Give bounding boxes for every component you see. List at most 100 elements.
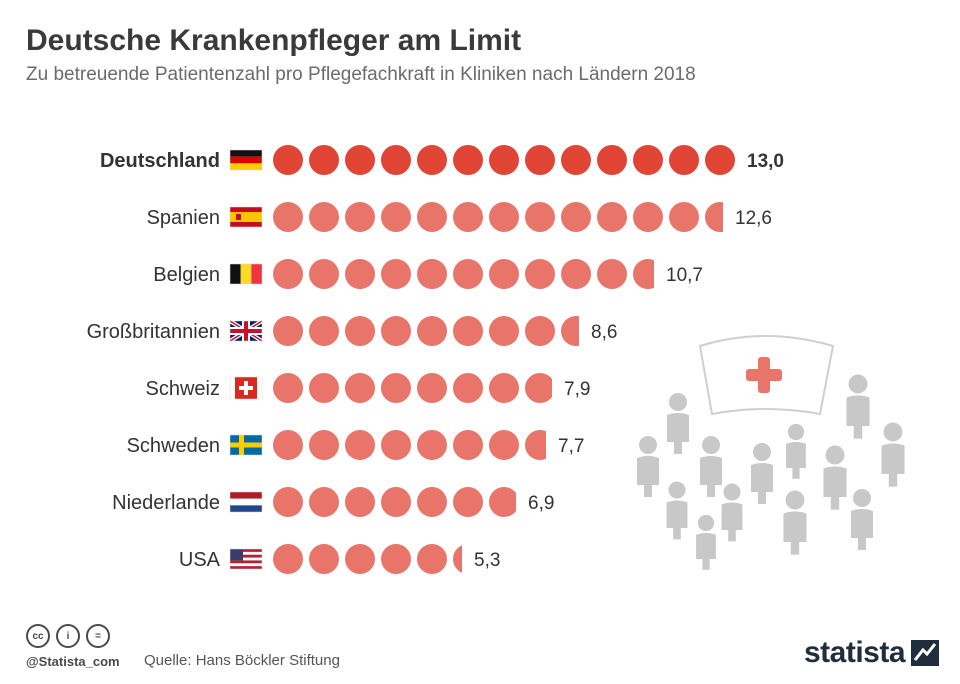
chart-title: Deutsche Krankenpfleger am Limit — [26, 24, 522, 57]
value-dot — [489, 202, 519, 232]
value-dot — [489, 316, 519, 346]
flag-spain-icon — [229, 206, 263, 228]
value-label: 5,3 — [474, 550, 500, 571]
category-label: Spanien — [147, 207, 220, 229]
chart-subtitle: Zu betreuende Patientenzahl pro Pflegefa… — [26, 64, 696, 85]
value-dot — [273, 373, 303, 403]
person-icon — [851, 489, 873, 550]
partial-value-dot — [705, 202, 723, 232]
value-dot — [669, 202, 699, 232]
chart-row: Deutschland 13,0 — [100, 145, 784, 175]
partial-value-dot — [525, 373, 552, 403]
person-icon — [783, 490, 807, 555]
value-dot — [309, 373, 339, 403]
value-dot — [345, 487, 375, 517]
value-dot — [669, 145, 699, 175]
chart-row: USA 5,3 — [179, 544, 500, 574]
person-icon — [696, 514, 716, 570]
value-dot — [273, 487, 303, 517]
value-dot — [381, 259, 411, 289]
value-dot — [381, 202, 411, 232]
nd-icon[interactable]: = — [86, 624, 110, 648]
value-dot — [597, 202, 627, 232]
value-dot — [309, 487, 339, 517]
source-note: Quelle: Hans Böckler Stiftung — [144, 652, 340, 669]
by-icon[interactable]: i — [56, 624, 80, 648]
value-dot — [633, 202, 663, 232]
logo-text: statista — [804, 636, 906, 669]
person-icon — [786, 423, 806, 479]
value-label: 8,6 — [591, 322, 617, 343]
category-label: Deutschland — [100, 150, 220, 172]
value-dot — [633, 145, 663, 175]
person-icon — [881, 422, 905, 487]
value-dot — [345, 145, 375, 175]
value-dot — [561, 259, 591, 289]
value-dot — [417, 544, 447, 574]
value-dot — [525, 145, 555, 175]
license-icons: cc i = — [26, 624, 110, 648]
value-dot — [453, 430, 483, 460]
value-dot — [525, 202, 555, 232]
value-dot — [705, 145, 735, 175]
value-dot — [489, 259, 519, 289]
value-dot — [453, 202, 483, 232]
flag-sweden-icon — [229, 434, 263, 456]
value-dot — [489, 430, 519, 460]
value-dot — [309, 202, 339, 232]
value-dot — [273, 202, 303, 232]
value-dot — [309, 145, 339, 175]
dot-bar-chart: Deutschland 13,0 Spanien 12,6 Belgien 10,7 Gro… — [87, 145, 905, 574]
value-dot — [453, 373, 483, 403]
partial-value-dot — [633, 259, 654, 289]
value-dot — [273, 316, 303, 346]
category-label: Großbritannien — [87, 321, 220, 343]
category-label: USA — [179, 549, 221, 571]
category-label: Niederlande — [112, 492, 220, 514]
value-dot — [309, 259, 339, 289]
chart-row: Belgien 10,7 — [153, 259, 703, 289]
value-dot — [417, 373, 447, 403]
chart-row: Schweiz 7,9 — [146, 373, 590, 403]
category-label: Schweden — [127, 435, 220, 457]
value-dot — [309, 430, 339, 460]
value-dot — [597, 145, 627, 175]
partial-value-dot — [489, 487, 516, 517]
value-label: 13,0 — [747, 151, 784, 172]
partial-value-dot — [525, 430, 546, 460]
value-dot — [453, 259, 483, 289]
value-dot — [417, 487, 447, 517]
value-label: 10,7 — [666, 265, 703, 286]
logo-mark-icon — [911, 640, 940, 666]
value-dot — [345, 373, 375, 403]
value-dot — [453, 145, 483, 175]
person-icon — [667, 393, 689, 454]
flag-germany-icon — [229, 149, 263, 171]
chart-row: Großbritannien 8,6 — [87, 316, 617, 346]
value-dot — [417, 259, 447, 289]
value-dot — [345, 316, 375, 346]
value-dot — [309, 544, 339, 574]
value-dot — [453, 487, 483, 517]
person-icon — [751, 443, 773, 504]
value-dot — [561, 145, 591, 175]
person-icon — [846, 374, 870, 439]
value-dot — [345, 259, 375, 289]
value-dot — [273, 544, 303, 574]
nurse-with-patients-icon — [637, 335, 905, 570]
value-dot — [417, 145, 447, 175]
value-dot — [381, 316, 411, 346]
value-label: 7,7 — [558, 436, 584, 457]
person-icon — [637, 436, 659, 497]
value-dot — [381, 373, 411, 403]
value-dot — [345, 202, 375, 232]
chart-row: Spanien 12,6 — [147, 202, 772, 232]
cc-icon[interactable]: cc — [26, 624, 50, 648]
value-dot — [345, 544, 375, 574]
flag-netherlands-icon — [229, 491, 263, 513]
value-dot — [273, 430, 303, 460]
statista-logo[interactable]: statista — [804, 636, 940, 670]
statista-handle[interactable]: @Statista_com — [26, 654, 120, 669]
flag-switzerland-icon — [229, 376, 263, 400]
flag-uk-icon — [228, 319, 264, 343]
